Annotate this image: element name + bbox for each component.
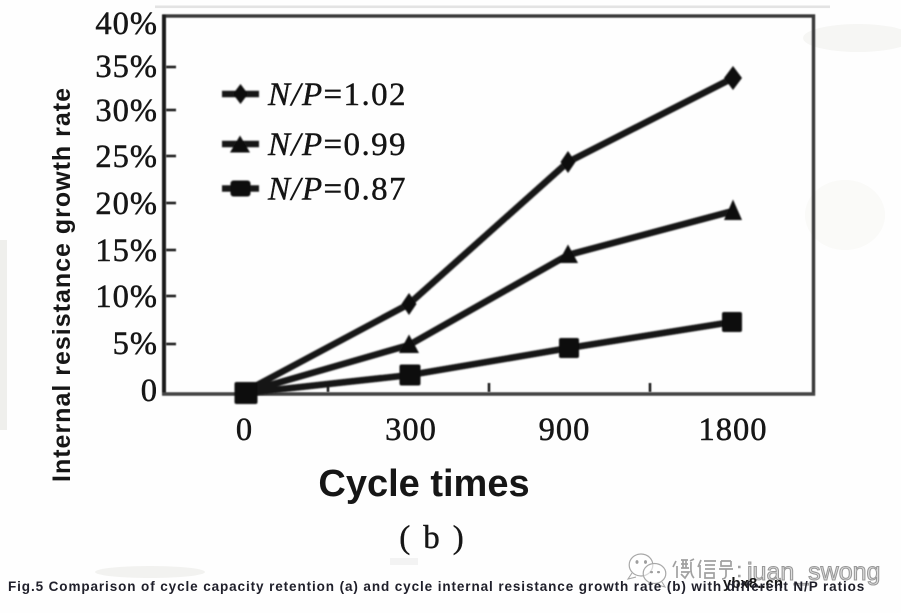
svg-text:40%: 40% (95, 6, 158, 42)
svg-text:5%: 5% (113, 326, 158, 362)
svg-text:25%: 25% (95, 139, 158, 175)
svg-text:30%: 30% (95, 93, 158, 129)
svg-text:N/P=0.99: N/P=0.99 (267, 127, 407, 163)
svg-text:300: 300 (385, 412, 437, 448)
svg-text:Cycle times: Cycle times (318, 463, 529, 505)
svg-text:20%: 20% (95, 186, 158, 222)
svg-text:N/P=0.87: N/P=0.87 (267, 172, 407, 208)
svg-text:10%: 10% (95, 279, 158, 315)
svg-text:0: 0 (236, 412, 253, 448)
svg-text:1800: 1800 (699, 412, 768, 448)
svg-text:ybx8..cn: ybx8..cn (723, 575, 783, 592)
svg-text:N/P=1.02: N/P=1.02 (267, 77, 407, 113)
svg-text:15%: 15% (95, 233, 158, 269)
svg-text:Internal resistance growth rat: Internal resistance growth rate (48, 87, 76, 482)
svg-text:(b): (b) (399, 520, 476, 556)
svg-text:Fig.5 Comparison of cycle capa: Fig.5 Comparison of cycle capacity reten… (8, 579, 865, 594)
svg-text:35%: 35% (95, 49, 158, 85)
svg-text:juan_swong: juan_swong (746, 558, 880, 586)
svg-text:0: 0 (141, 373, 158, 409)
svg-text:900: 900 (539, 412, 591, 448)
